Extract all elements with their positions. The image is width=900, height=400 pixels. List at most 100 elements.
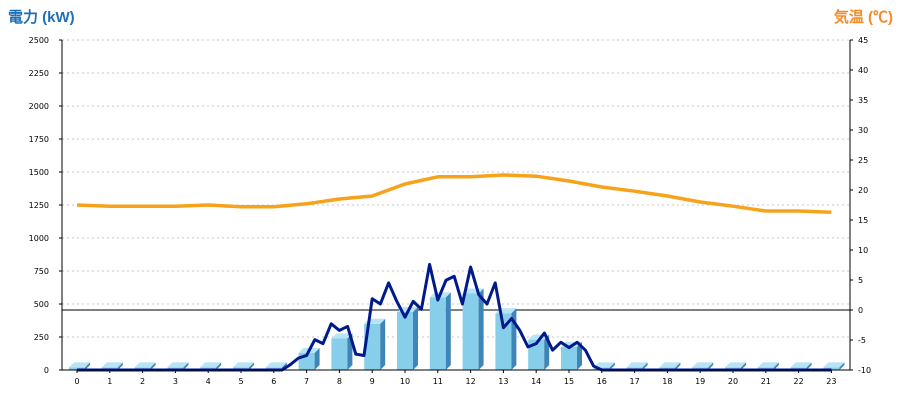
right-tick-label: 40	[858, 66, 868, 75]
x-tick-label: 17	[630, 377, 640, 386]
temperature-line	[76, 173, 832, 214]
power-bar-top	[69, 362, 90, 368]
power-bar	[462, 288, 484, 370]
x-tick-label: 23	[826, 377, 836, 386]
power-bar-top	[101, 362, 123, 368]
left-tick-label: 500	[34, 300, 49, 309]
x-tick-label: 20	[728, 377, 738, 386]
power-bar-top	[790, 362, 812, 368]
right-axis-title: 気温 (℃)	[834, 8, 893, 26]
x-tick-label: 14	[531, 377, 541, 386]
left-tick-label: 1750	[29, 135, 49, 144]
x-tick-label: 10	[400, 377, 410, 386]
power-bar-top	[134, 362, 156, 368]
left-tick-label: 2000	[29, 102, 49, 111]
power-bar-top	[659, 362, 681, 368]
left-tick-label: 250	[34, 333, 49, 342]
power-bar-face	[397, 311, 413, 370]
power-bar-side	[642, 362, 648, 370]
power-bar-top	[200, 362, 222, 368]
left-tick-label: 1000	[29, 234, 49, 243]
x-tick-label: 9	[370, 377, 375, 386]
power-bar	[429, 292, 451, 370]
x-tick-label: 3	[173, 377, 178, 386]
left-axis-ticks: 0 250 500 750 1000 1250 1500 1750 2000 2250 2500	[29, 36, 62, 375]
power-bar-side	[413, 306, 418, 370]
right-tick-label: 10	[858, 246, 868, 255]
power-bar-side	[183, 362, 189, 370]
power-bar-side	[806, 362, 812, 370]
left-tick-label: 0	[44, 366, 49, 375]
right-tick-label: -5	[858, 336, 866, 345]
right-tick-label: 0	[858, 306, 863, 315]
x-tick-label: 13	[498, 377, 508, 386]
x-tick-label: 7	[304, 377, 309, 386]
power-bar	[331, 333, 353, 370]
power-bar-side	[708, 362, 714, 370]
power-bar-side	[314, 347, 320, 370]
x-tick-label: 18	[662, 377, 672, 386]
x-axis-ticks: 0 1 2 3 4 5 6 7 8 9 10 11 12 13 14 15 16 17 18 19 20 21 22 23	[74, 370, 836, 386]
left-tick-label: 1250	[29, 201, 49, 210]
power-bar-side	[150, 362, 156, 370]
power-bar	[397, 306, 418, 370]
right-axis-ticks: -10 -5 0 5 10 15 20 25 30 35 40 45	[850, 36, 871, 375]
x-tick-label: 4	[206, 377, 211, 386]
power-bar-top	[331, 333, 353, 339]
right-tick-label: -10	[858, 366, 871, 375]
x-tick-label: 21	[761, 377, 771, 386]
right-tick-label: 25	[858, 156, 868, 165]
right-tick-label: 30	[858, 126, 868, 135]
power-bar-side	[445, 292, 451, 370]
x-tick-label: 15	[564, 377, 574, 386]
power-bar-face	[528, 339, 545, 370]
x-tick-label: 2	[140, 377, 145, 386]
power-bar-side	[839, 362, 845, 370]
right-tick-label: 5	[858, 276, 863, 285]
power-bar-side	[85, 362, 90, 370]
x-tick-label: 5	[238, 377, 243, 386]
x-tick-label: 16	[597, 377, 607, 386]
right-tick-label: 20	[858, 186, 868, 195]
power-bar-top	[626, 362, 648, 368]
power-bar-side	[216, 362, 222, 370]
power-bar-top	[593, 362, 615, 368]
power-bar-face	[462, 293, 479, 370]
x-tick-label: 6	[271, 377, 276, 386]
power-bar-top	[725, 362, 746, 368]
x-tick-label: 11	[433, 377, 443, 386]
power-bar-top	[692, 362, 714, 368]
power-bar-face	[561, 346, 577, 370]
power-bars	[69, 288, 845, 370]
left-axis-title: 電力 (kW)	[8, 8, 75, 26]
right-tick-label: 15	[858, 216, 868, 225]
power-bar-top	[167, 362, 189, 368]
power-bar-top	[757, 362, 779, 368]
left-tick-label: 2250	[29, 69, 49, 78]
power-bar-top	[265, 362, 287, 368]
power-bar-top	[233, 362, 254, 368]
power-bar-side	[117, 362, 123, 370]
x-tick-label: 19	[695, 377, 705, 386]
x-tick-label: 0	[74, 377, 79, 386]
power-bar-side	[609, 362, 615, 370]
power-bar-side	[675, 362, 681, 370]
power-bar-face	[429, 297, 446, 370]
power-bar-side	[380, 318, 386, 370]
x-tick-label: 12	[466, 377, 476, 386]
left-tick-label: 2500	[29, 36, 49, 45]
power-line	[77, 262, 832, 372]
x-tick-label: 8	[337, 377, 342, 386]
x-tick-label: 22	[794, 377, 804, 386]
power-bar-top	[823, 362, 845, 368]
gridlines	[62, 39, 850, 338]
power-bar-side	[577, 341, 582, 370]
power-bar-face	[331, 338, 348, 370]
power-bar-side	[478, 288, 484, 370]
x-tick-label: 1	[107, 377, 112, 386]
power-bar-side	[773, 362, 779, 370]
power-bar	[495, 308, 517, 370]
right-tick-label: 45	[858, 36, 868, 45]
power-bar-side	[249, 362, 254, 370]
